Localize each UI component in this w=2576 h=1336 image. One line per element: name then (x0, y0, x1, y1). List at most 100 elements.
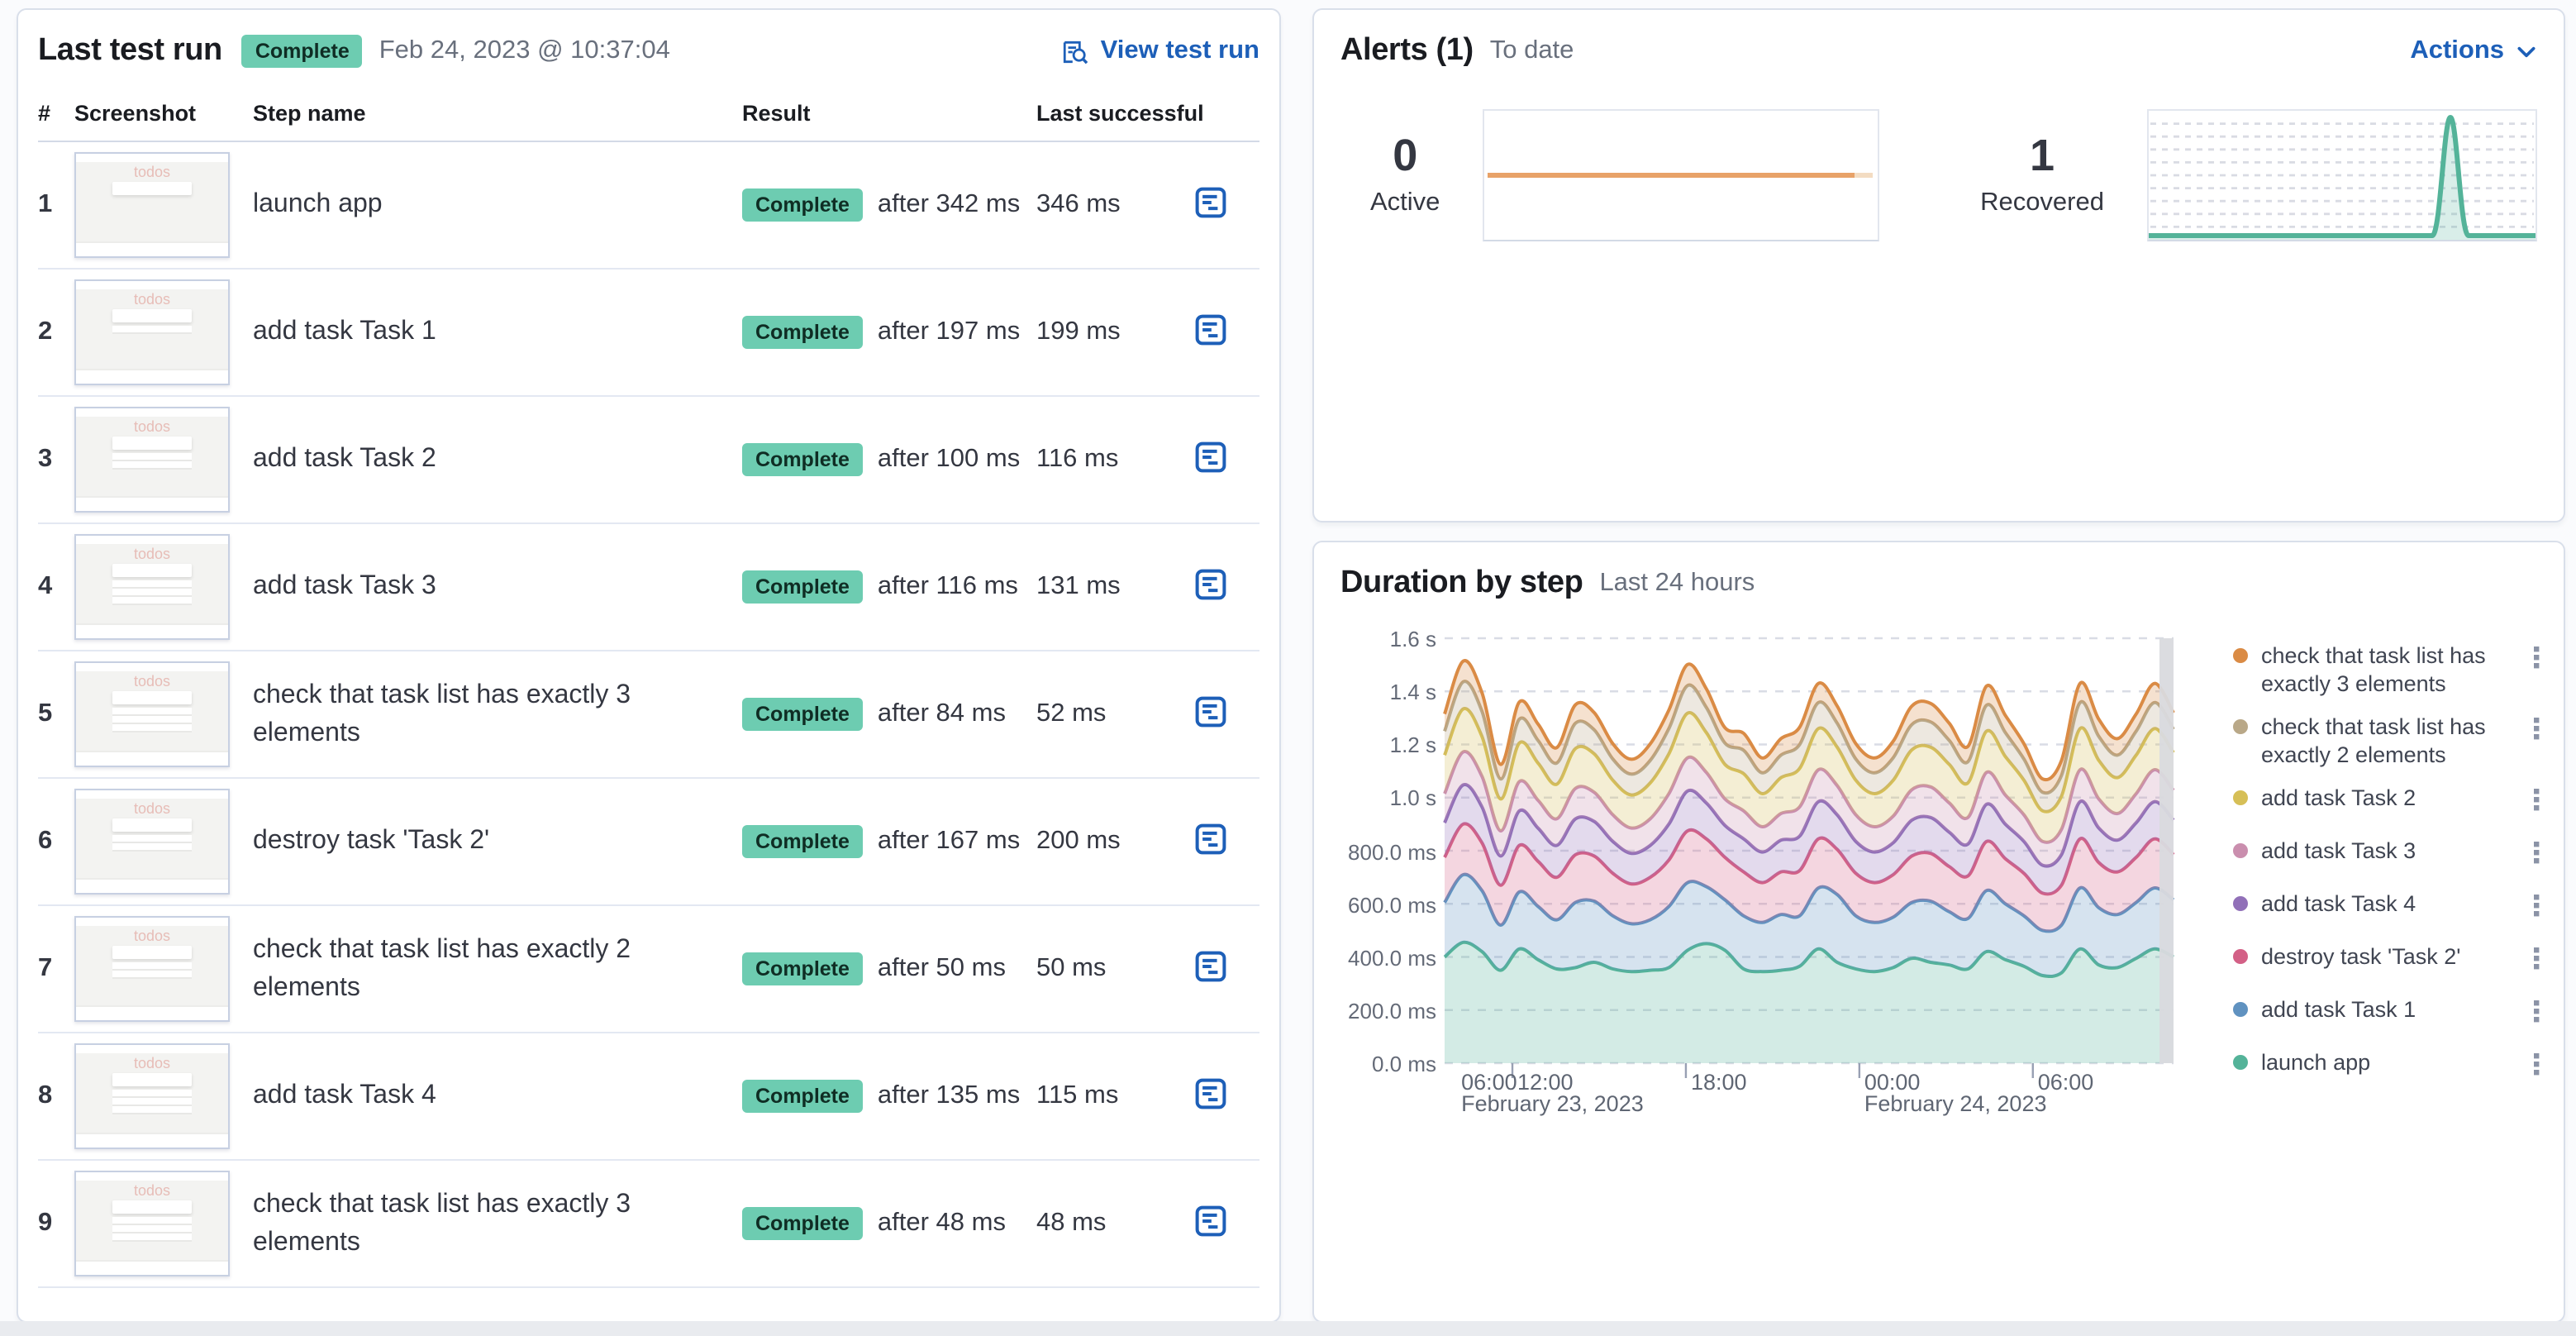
legend-item[interactable]: check that task list has exactly 2 eleme… (2233, 713, 2544, 769)
step-screenshot-thumbnail[interactable]: todos (74, 789, 230, 895)
thumb-app-title: todos (133, 164, 171, 180)
legend-label: launch app (2261, 1050, 2371, 1075)
step-screenshot-thumbnail[interactable]: todos (74, 661, 230, 767)
duration-subtitle: Last 24 hours (1599, 569, 1755, 597)
legend-color-dot (2233, 843, 2248, 858)
alerts-subtitle: To date (1489, 36, 1574, 64)
legend-options-icon[interactable] (2531, 645, 2544, 680)
step-last-successful: 199 ms (1036, 317, 1121, 346)
step-after-duration: after 100 ms (877, 445, 1021, 473)
legend-item[interactable]: add task Task 3 (2233, 837, 2544, 875)
x-axis-tick-label: 12:00 (1517, 1070, 1574, 1095)
active-alerts-label: Active (1370, 188, 1440, 217)
step-name: add task Task 3 (253, 572, 436, 601)
x-axis-date-label: February 24, 2023 (1864, 1091, 2047, 1116)
duration-chart-legend: check that task list has exactly 3 eleme… (2233, 642, 2544, 1086)
active-alerts-value: 0 (1393, 131, 1418, 181)
steps-table-header: # Screenshot Step name Result Last succe… (38, 86, 1259, 142)
journey-icon (1193, 949, 1227, 989)
col-num: # (38, 101, 51, 126)
step-screenshot-thumbnail[interactable]: todos (74, 916, 230, 1022)
step-journey-button[interactable] (1188, 820, 1231, 863)
step-last-successful: 48 ms (1036, 1209, 1107, 1237)
legend-color-dot (2233, 1055, 2248, 1070)
duration-chart-plot (1443, 637, 2175, 1078)
legend-item[interactable]: add task Task 4 (2233, 890, 2544, 928)
step-result-badge: Complete (742, 825, 863, 858)
thumb-app-title: todos (133, 1055, 171, 1071)
duration-by-step-panel: Duration by step Last 24 hours 1.6 s 1.4 … (1312, 541, 2565, 1323)
step-number: 1 (38, 190, 53, 218)
alerts-actions-button[interactable]: Actions (2410, 36, 2537, 66)
step-journey-button[interactable] (1188, 311, 1231, 354)
legend-options-icon[interactable] (2531, 840, 2544, 875)
inspect-icon (1061, 37, 1089, 65)
legend-options-icon[interactable] (2531, 716, 2544, 751)
legend-options-icon[interactable] (2531, 787, 2544, 822)
recovered-alerts-stat: 1 Recovered (1980, 109, 2104, 241)
duration-title: Duration by step (1340, 565, 1583, 600)
recovered-alerts-chart (2147, 109, 2537, 241)
legend-label: destroy task 'Task 2' (2261, 944, 2461, 969)
legend-color-dot (2233, 896, 2248, 911)
step-number: 9 (38, 1209, 53, 1237)
step-journey-button[interactable] (1188, 184, 1231, 227)
col-screenshot: Screenshot (74, 101, 197, 126)
step-journey-button[interactable] (1188, 947, 1231, 990)
step-result-badge: Complete (742, 952, 863, 985)
legend-item[interactable]: launch app (2233, 1048, 2544, 1086)
legend-options-icon[interactable] (2531, 999, 2544, 1033)
view-test-run-link[interactable]: View test run (1061, 36, 1259, 66)
journey-icon (1193, 567, 1227, 607)
step-number: 4 (38, 572, 53, 600)
table-row: 7 todos check that task list has exactly… (38, 906, 1259, 1033)
legend-item[interactable]: check that task list has exactly 3 eleme… (2233, 642, 2544, 698)
step-screenshot-thumbnail[interactable]: todos (74, 534, 230, 640)
step-screenshot-thumbnail[interactable]: todos (74, 1043, 230, 1149)
table-row: 6 todos destroy task 'Task 2' Complete a… (38, 779, 1259, 906)
step-screenshot-thumbnail[interactable]: todos (74, 279, 230, 385)
thumb-app-title: todos (133, 928, 171, 944)
col-result: Result (742, 101, 811, 126)
legend-options-icon[interactable] (2531, 1052, 2544, 1086)
active-alerts-stat: 0 Active (1370, 109, 1440, 241)
legend-label: check that task list has exactly 3 eleme… (2261, 643, 2486, 696)
y-axis-tick-label: 1.4 s (1389, 680, 1436, 705)
legend-color-dot (2233, 790, 2248, 805)
journey-icon (1193, 822, 1227, 861)
y-axis-tick-label: 1.2 s (1389, 732, 1436, 758)
y-axis-tick-label: 600.0 ms (1348, 892, 1436, 918)
step-result-badge: Complete (742, 443, 863, 476)
step-after-duration: after 342 ms (877, 190, 1021, 218)
legend-label: check that task list has exactly 2 eleme… (2261, 714, 2486, 767)
step-journey-button[interactable] (1188, 693, 1231, 736)
step-screenshot-thumbnail[interactable]: todos (74, 152, 230, 258)
step-screenshot-thumbnail[interactable]: todos (74, 1171, 230, 1276)
legend-options-icon[interactable] (2531, 946, 2544, 981)
legend-label: add task Task 3 (2261, 838, 2416, 863)
step-screenshot-thumbnail[interactable]: todos (74, 407, 230, 513)
step-journey-button[interactable] (1188, 438, 1231, 481)
thumb-app-title: todos (133, 673, 171, 689)
legend-item[interactable]: add task Task 1 (2233, 995, 2544, 1033)
step-name: check that task list has exactly 3 eleme… (253, 1190, 631, 1257)
table-row: 2 todos add task Task 1 Complete after 1… (38, 270, 1259, 397)
thumb-app-title: todos (133, 291, 171, 308)
step-result-badge: Complete (742, 1207, 863, 1240)
step-number: 3 (38, 445, 53, 473)
legend-color-dot (2233, 648, 2248, 663)
step-journey-button[interactable] (1188, 1202, 1231, 1245)
duration-y-axis: 1.6 s 1.4 s 1.2 s 1.0 s 800.0 ms 600.0 ms 400.… (1340, 627, 1436, 1076)
legend-item[interactable]: add task Task 2 (2233, 784, 2544, 822)
step-after-duration: after 167 ms (877, 827, 1021, 855)
last-test-run-title: Last test run (38, 33, 222, 68)
step-name: add task Task 1 (253, 317, 436, 346)
step-journey-button[interactable] (1188, 1075, 1231, 1118)
legend-color-dot (2233, 949, 2248, 964)
legend-label: add task Task 2 (2261, 785, 2416, 810)
legend-item[interactable]: destroy task 'Task 2' (2233, 942, 2544, 981)
journey-icon (1193, 185, 1227, 225)
x-axis-date-label: February 23, 2023 (1461, 1091, 1644, 1116)
step-journey-button[interactable] (1188, 565, 1231, 608)
legend-options-icon[interactable] (2531, 893, 2544, 928)
